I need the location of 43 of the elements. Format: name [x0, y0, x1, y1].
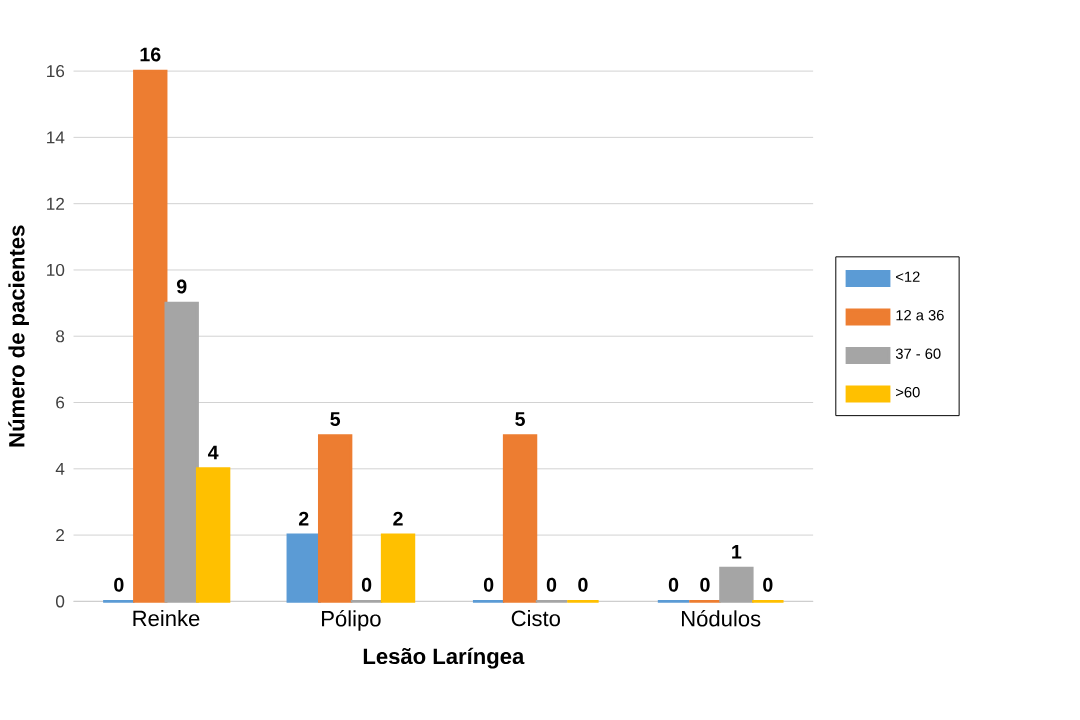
data-label: 0 — [700, 577, 710, 592]
x-axis-title: Lesão Laríngea — [363, 647, 525, 669]
data-label: 1 — [732, 545, 742, 559]
bar — [133, 69, 168, 603]
bar — [380, 533, 416, 603]
legend-label: 12 a 36 — [896, 310, 944, 321]
data-label: 9 — [176, 279, 187, 294]
data-label: 5 — [330, 412, 341, 427]
x-tick-label: Cisto — [511, 610, 560, 627]
data-label: 0 — [361, 577, 372, 592]
bar — [164, 301, 199, 603]
data-label: 2 — [393, 511, 403, 526]
x-tick-label: Nódulos — [682, 610, 761, 627]
data-label: 4 — [207, 445, 219, 460]
x-tick-label: Reinke — [133, 610, 200, 627]
x-tick-label: Pólipo — [322, 610, 381, 631]
legend-label: 37 - 60 — [895, 348, 941, 359]
data-label: 0 — [578, 577, 588, 592]
data-label: 0 — [546, 577, 557, 592]
data-label: 0 — [668, 577, 679, 592]
y-tick-label: 8 — [56, 330, 65, 343]
y-tick-label: 16 — [47, 65, 65, 78]
bar — [286, 533, 321, 603]
y-tick-label: 0 — [55, 595, 65, 608]
data-label: 16 — [140, 47, 161, 62]
y-tick-label: 12 — [47, 197, 65, 210]
bar — [502, 434, 538, 603]
bar — [719, 566, 754, 603]
y-axis-title: Número de pacientes — [8, 225, 29, 447]
data-label: 0 — [763, 577, 773, 592]
data-label: 5 — [515, 412, 525, 427]
y-tick-label: 2 — [56, 529, 65, 542]
data-label: 0 — [114, 577, 124, 592]
data-label: 2 — [298, 511, 309, 526]
legend-label: >60 — [896, 386, 920, 398]
y-tick-label: 6 — [56, 396, 65, 409]
y-tick-label: 4 — [55, 462, 65, 475]
legend-label: <12 — [896, 271, 920, 282]
y-tick-label: 10 — [47, 263, 65, 277]
data-label: 0 — [483, 577, 494, 592]
y-tick-label: 14 — [47, 131, 65, 144]
bar — [195, 467, 231, 603]
bar — [317, 434, 353, 603]
